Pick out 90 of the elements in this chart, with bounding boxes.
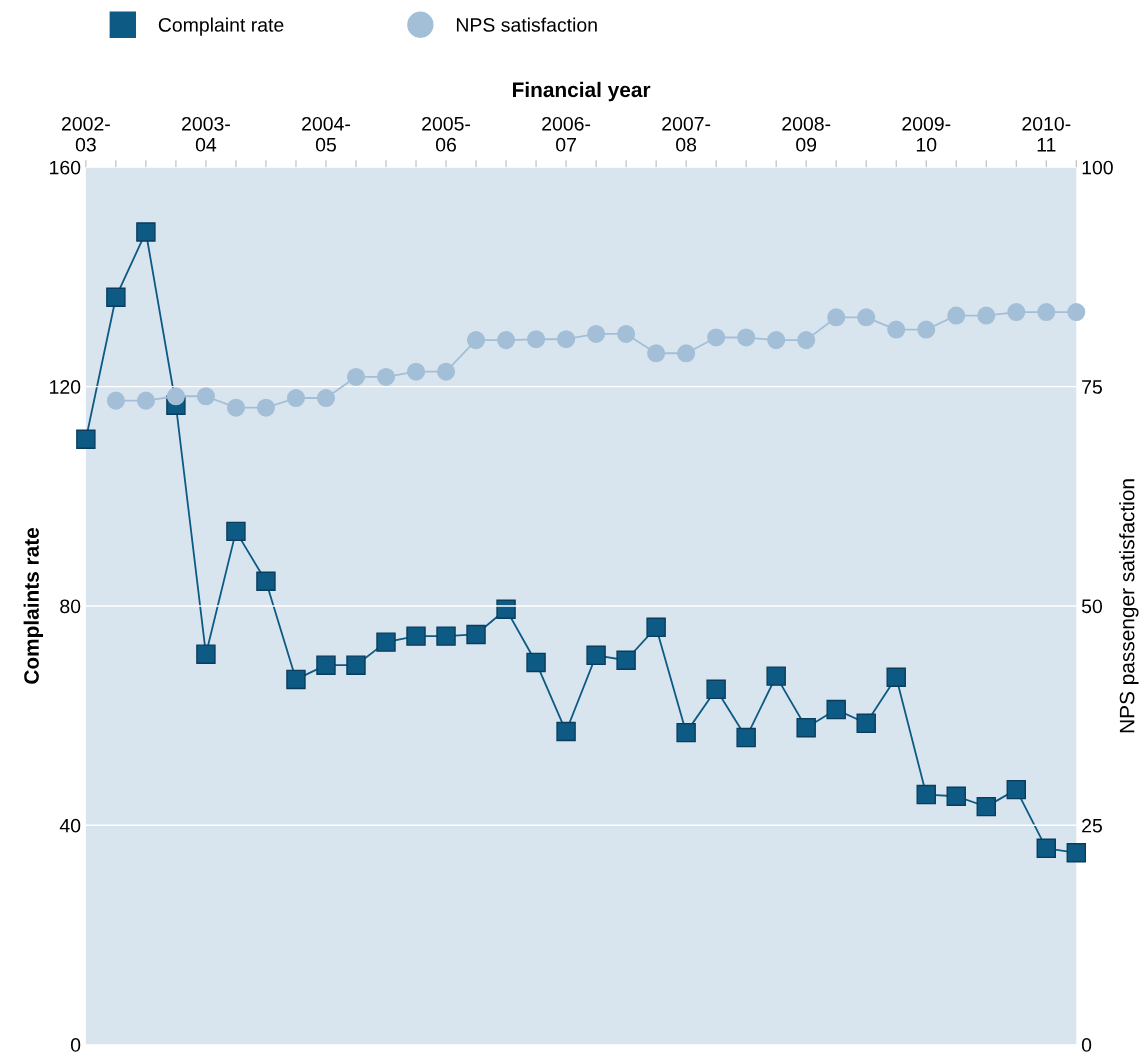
point <box>947 306 966 325</box>
legend-label: Complaint rate <box>158 17 284 36</box>
point <box>166 387 185 406</box>
y2-tick-label: 75 <box>1082 380 1102 394</box>
x-tick-label: 2007- 08 <box>662 116 711 152</box>
x-tick-label: 2003- 04 <box>182 116 230 152</box>
point <box>857 308 876 327</box>
point <box>136 391 155 410</box>
point <box>106 391 125 410</box>
point <box>316 655 336 675</box>
point <box>196 644 216 664</box>
point <box>436 626 456 646</box>
point <box>767 331 786 350</box>
point <box>437 362 456 381</box>
y-tick-label: 120 <box>50 380 81 394</box>
point <box>467 331 486 350</box>
point <box>856 713 876 734</box>
y2-tick-label: 25 <box>1082 818 1102 833</box>
point <box>736 727 756 748</box>
point <box>587 324 606 343</box>
legend-label: NPS satisfaction <box>456 17 597 32</box>
point <box>496 599 516 619</box>
point <box>346 367 366 386</box>
x-tick-label: 2010- 11 <box>1022 116 1071 152</box>
point <box>946 786 966 806</box>
point <box>466 624 486 645</box>
y-axis-title: Complaints rate <box>23 527 44 684</box>
point <box>256 571 276 591</box>
point <box>887 320 906 339</box>
point <box>556 721 576 742</box>
point <box>256 398 275 417</box>
point <box>406 626 426 646</box>
point <box>376 367 396 386</box>
x-tick-label: 2004- 05 <box>302 116 350 152</box>
point <box>677 344 696 363</box>
point <box>196 387 215 406</box>
point <box>136 222 156 242</box>
point <box>707 328 726 347</box>
point <box>586 645 606 666</box>
x-axis-title: Financial year <box>513 81 651 102</box>
point <box>526 652 546 673</box>
point <box>737 328 756 347</box>
point <box>647 344 666 363</box>
point <box>497 331 516 350</box>
point <box>796 717 816 738</box>
y2-tick-label: 0 <box>1081 1038 1092 1052</box>
point <box>976 796 996 817</box>
point <box>826 699 846 720</box>
point <box>1006 779 1026 800</box>
x-tick-label: 2006- 07 <box>542 116 591 152</box>
y-tick-label: 80 <box>60 599 81 614</box>
point <box>286 669 306 690</box>
point <box>977 306 996 325</box>
point <box>706 679 726 700</box>
x-tick-label: 2008- 09 <box>782 116 831 152</box>
point <box>676 722 696 743</box>
point <box>827 308 846 327</box>
point <box>1067 303 1086 322</box>
point <box>226 521 246 542</box>
y-tick-label: 0 <box>70 1038 81 1052</box>
x-tick-label: 2005- 06 <box>422 116 471 152</box>
point <box>286 388 305 408</box>
point <box>617 324 636 343</box>
point <box>766 666 786 686</box>
point <box>616 650 636 670</box>
point <box>346 655 366 675</box>
x-tick-label: 2002- 03 <box>61 116 110 152</box>
y2-tick-label: 50 <box>1081 599 1103 614</box>
point <box>76 429 96 449</box>
point <box>916 784 936 805</box>
point <box>316 388 336 408</box>
point <box>527 330 546 349</box>
y-tick-label: 160 <box>50 160 81 175</box>
point <box>557 330 576 349</box>
point <box>1007 303 1026 322</box>
point <box>1037 303 1056 322</box>
point <box>917 320 936 339</box>
x-tick-label: 2009- 10 <box>902 116 951 152</box>
point <box>1066 842 1087 863</box>
y2-tick-label: 100 <box>1082 160 1113 175</box>
y2-axis-title: NPS passenger satisfaction <box>1119 479 1139 733</box>
point <box>406 362 426 381</box>
y-tick-label: 40 <box>59 818 81 833</box>
point <box>376 632 396 652</box>
point <box>797 331 816 350</box>
point <box>226 398 245 417</box>
point <box>1036 838 1057 859</box>
point <box>646 617 666 638</box>
point <box>886 667 906 687</box>
point <box>106 287 126 307</box>
